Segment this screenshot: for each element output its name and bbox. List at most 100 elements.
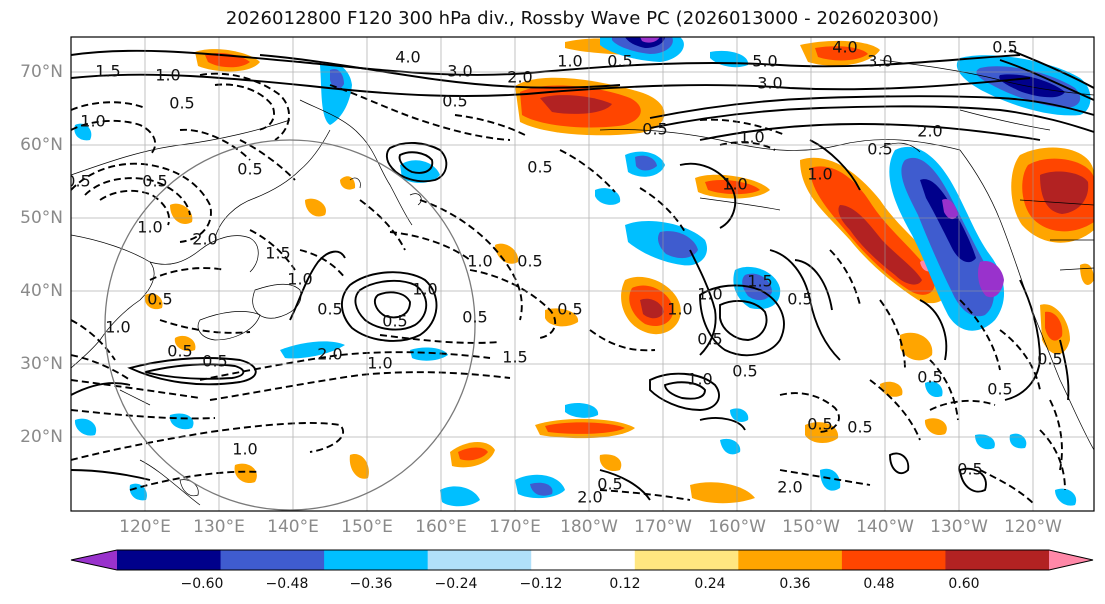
colorbar-bin bbox=[945, 550, 1050, 570]
contour-label: 1.0 bbox=[155, 66, 180, 85]
colorbar-bin bbox=[738, 550, 843, 570]
contour-label: 2.0 bbox=[917, 122, 942, 141]
contour-label: 3.0 bbox=[757, 74, 782, 93]
colorbar-tick: −0.36 bbox=[349, 576, 393, 592]
lon-label: 150°W bbox=[782, 517, 840, 537]
lon-label: 150°E bbox=[341, 517, 393, 537]
contour-label: 4.0 bbox=[395, 48, 420, 67]
negative-contours bbox=[71, 72, 1066, 506]
contour-label: 0.5 bbox=[382, 312, 407, 331]
lon-label: 180°W bbox=[560, 517, 618, 537]
lon-label: 140°W bbox=[856, 517, 914, 537]
contour-label: 0.5 bbox=[867, 140, 892, 159]
contour-label: 0.5 bbox=[957, 460, 982, 479]
contour-label: 1.0 bbox=[137, 218, 162, 237]
contour-label: 0.5 bbox=[147, 290, 172, 309]
contour-label: 1.0 bbox=[412, 280, 437, 299]
lat-label: 70°N bbox=[20, 62, 63, 82]
lat-label: 40°N bbox=[20, 281, 63, 301]
lon-label: 130°W bbox=[930, 517, 988, 537]
lon-label: 160°W bbox=[708, 517, 766, 537]
colorbar-tick: 0.12 bbox=[609, 576, 641, 592]
contour-label: 0.5 bbox=[237, 160, 262, 179]
lon-label: 120°E bbox=[119, 517, 171, 537]
contour-label: 2.0 bbox=[317, 345, 342, 364]
contour-label: 2.0 bbox=[192, 230, 217, 249]
contour-label: 0.5 bbox=[517, 252, 542, 271]
contour-label: 0.5 bbox=[732, 362, 757, 381]
contour-label: 0.5 bbox=[917, 368, 942, 387]
lon-label: 120°W bbox=[1004, 517, 1062, 537]
contour-label: 1.0 bbox=[232, 440, 257, 459]
colorbar-bin bbox=[427, 550, 532, 570]
contour-label: 3.0 bbox=[447, 62, 472, 81]
contour-label: 2.0 bbox=[577, 488, 602, 507]
contour-label: 1.0 bbox=[557, 52, 582, 71]
contour-label: 0.5 bbox=[557, 300, 582, 319]
lon-label: 170°E bbox=[489, 517, 541, 537]
contour-label: 1.0 bbox=[722, 175, 747, 194]
map-frame bbox=[70, 36, 1095, 512]
contour-label: 0.5 bbox=[807, 415, 832, 434]
gridlines bbox=[71, 37, 1094, 511]
contour-label: 0.5 bbox=[697, 330, 722, 349]
colorbar-extend-low bbox=[71, 550, 117, 570]
colorbar-bin bbox=[531, 550, 636, 570]
contour-label: 0.5 bbox=[65, 172, 90, 191]
contour-label: 5.0 bbox=[752, 52, 777, 71]
colorbar-tick: −0.24 bbox=[434, 576, 478, 592]
contour-label: 1.0 bbox=[807, 165, 832, 184]
colorbar-tick: −0.60 bbox=[180, 576, 224, 592]
contour-label: 1.0 bbox=[287, 270, 312, 289]
lon-label: 140°E bbox=[267, 517, 319, 537]
lon-label: 160°E bbox=[415, 517, 467, 537]
colorbar-tick: −0.48 bbox=[265, 576, 309, 592]
contour-label: 0.5 bbox=[442, 92, 467, 111]
colorbar-tick: 0.60 bbox=[948, 576, 980, 592]
contour-label: 0.5 bbox=[987, 380, 1012, 399]
contour-label: 0.5 bbox=[527, 158, 552, 177]
contour-label: 0.5 bbox=[992, 38, 1017, 57]
lat-label: 60°N bbox=[20, 135, 63, 155]
contour-label: 1.0 bbox=[80, 112, 105, 131]
contour-label: 0.5 bbox=[607, 52, 632, 71]
contour-label: 0.5 bbox=[202, 352, 227, 371]
contour-label: 1.0 bbox=[467, 252, 492, 271]
colorbar-tick: 0.24 bbox=[694, 576, 726, 592]
contour-label: 0.5 bbox=[1037, 350, 1062, 369]
colorbar-outline bbox=[70, 549, 1094, 571]
contour-label: 1.0 bbox=[739, 128, 764, 147]
colorbar-bin bbox=[324, 550, 429, 570]
contour-label: 2.0 bbox=[777, 478, 802, 497]
colorbar-tick: −0.12 bbox=[519, 576, 563, 592]
range-circle bbox=[104, 139, 476, 511]
lat-label: 20°N bbox=[20, 427, 63, 447]
contour-label: 4.0 bbox=[832, 38, 857, 57]
lat-label: 50°N bbox=[20, 208, 63, 228]
contour-label: 1.0 bbox=[105, 318, 130, 337]
contour-label: 2.0 bbox=[507, 68, 532, 87]
colorbar-bin bbox=[117, 550, 222, 570]
contour-label: 1.5 bbox=[747, 272, 772, 291]
contour-label: 0.5 bbox=[847, 418, 872, 437]
contour-labels: 1.5 1.0 0.5 4.0 3.0 2.0 1.0 0.5 5.0 3.0 4.0 0.5 1.0 0… bbox=[65, 38, 1063, 507]
contour-label: 3.0 bbox=[867, 52, 892, 71]
contour-label: 0.5 bbox=[167, 342, 192, 361]
contour-label: 1.0 bbox=[697, 285, 722, 304]
colorbar-bin bbox=[841, 550, 946, 570]
map-title: 2026012800 F120 300 hPa div., Rossby Wav… bbox=[225, 8, 940, 29]
contour-label: 0.5 bbox=[787, 290, 812, 309]
contour-label: 1.5 bbox=[502, 348, 527, 367]
contour-label: 0.5 bbox=[317, 300, 342, 319]
colorbar-bin bbox=[634, 550, 739, 570]
colorbar-bin bbox=[220, 550, 325, 570]
contour-label: 0.5 bbox=[169, 94, 194, 113]
contour-label: 1.0 bbox=[687, 370, 712, 389]
contour-label: 1.0 bbox=[367, 354, 392, 373]
lat-label: 30°N bbox=[20, 354, 63, 374]
contour-label: 0.5 bbox=[142, 172, 167, 191]
contour-label: 0.5 bbox=[597, 475, 622, 494]
contour-label: 1.5 bbox=[265, 244, 290, 263]
colorbar-bins bbox=[71, 550, 1093, 570]
